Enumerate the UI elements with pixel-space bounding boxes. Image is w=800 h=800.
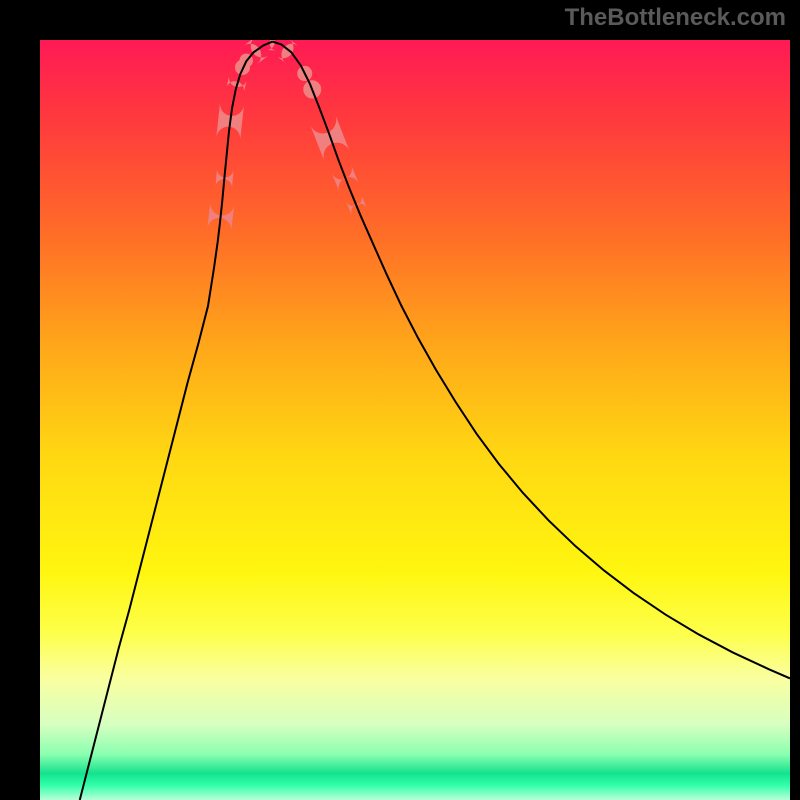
bottleneck-curve-left	[80, 42, 273, 800]
canvas: TheBottleneck.com	[0, 0, 800, 800]
plot-area	[40, 40, 790, 800]
bottleneck-curve-right	[273, 42, 791, 679]
data-markers	[207, 40, 367, 231]
overlay-svg	[40, 40, 790, 800]
watermark-text: TheBottleneck.com	[565, 4, 786, 32]
